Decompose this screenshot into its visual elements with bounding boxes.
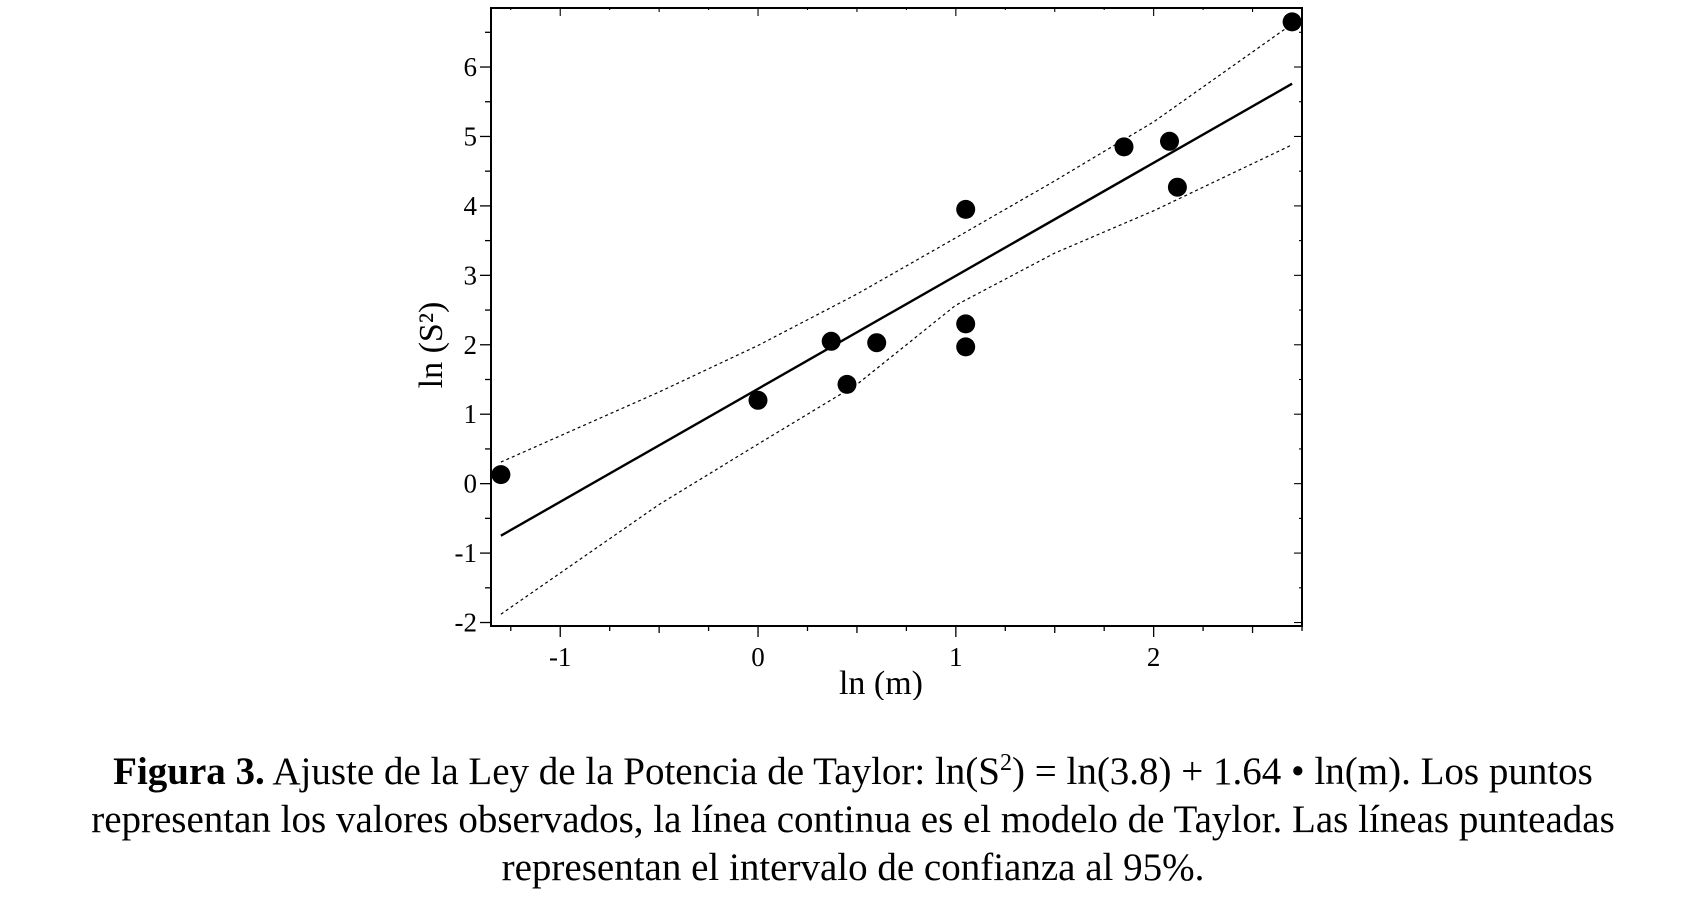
caption-line-1: Figura 3. Ajuste de la Ley de la Potenci…	[0, 748, 1706, 796]
taylor-model-line	[500, 82, 1293, 537]
observed-point-11	[1167, 177, 1187, 197]
y-tick-label: 3	[464, 260, 478, 290]
observed-point-6	[956, 199, 976, 219]
observed-point-12	[1282, 12, 1302, 32]
figure-caption: Figura 3. Ajuste de la Ley de la Potenci…	[0, 748, 1706, 892]
caption-line-2: representan los valores observados, la l…	[91, 798, 1615, 841]
taylor-power-law-chart: -1 0 1 2 -2 -1 0 1 2 3 4 5 6 ln (m) ln (S²)	[413, 7, 1303, 700]
observed-point-1	[491, 465, 511, 485]
model-line	[500, 82, 1293, 537]
caption-label: Figura 3.	[113, 750, 265, 793]
x-tick-label: 2	[1147, 642, 1161, 672]
y-tick-label: 4	[464, 191, 478, 221]
observed-point-5	[867, 333, 887, 353]
observed-point-8	[956, 337, 976, 357]
y-tick-label: 2	[464, 330, 478, 360]
figure-3: -1 0 1 2 -2 -1 0 1 2 3 4 5 6 ln (m) ln (S²)	[413, 7, 1303, 700]
x-tick-label: 0	[751, 642, 765, 672]
caption-text-1b: ) = ln(3.8) + 1.64 • ln(m). Los puntos	[1012, 750, 1593, 793]
y-tick-label: -2	[455, 608, 478, 638]
observed-point-3	[821, 331, 841, 351]
observed-point-4	[837, 374, 857, 394]
lower-ci-line	[500, 144, 1293, 615]
y-tick-label: 1	[464, 399, 478, 429]
observed-point-9	[1114, 137, 1134, 157]
caption-text-1a: Ajuste de la Ley de la Potencia de Taylo…	[264, 750, 1000, 793]
y-tick-label: 6	[464, 52, 478, 82]
plot-area-frame	[490, 7, 1303, 627]
y-tick-label: -1	[455, 538, 478, 568]
caption-superscript: 2	[1000, 750, 1012, 776]
confidence-interval-lines	[500, 23, 1293, 615]
observed-points	[491, 12, 1302, 485]
upper-ci-line	[500, 23, 1293, 463]
y-tick-label: 0	[464, 469, 478, 499]
x-axis-title: ln (m)	[839, 665, 923, 700]
y-tick-label: 5	[464, 122, 478, 152]
axis-ticks: -1 0 1 2 -2 -1 0 1 2 3 4 5 6	[455, 8, 1303, 672]
x-tick-label: 1	[949, 642, 963, 672]
observed-point-2	[748, 390, 768, 410]
observed-point-10	[1160, 131, 1179, 151]
observed-point-7	[956, 314, 976, 334]
caption-line-3: representan el intervalo de confianza al…	[501, 846, 1205, 889]
y-axis-title: ln (S²)	[413, 302, 450, 389]
x-tick-label: -1	[549, 642, 572, 672]
